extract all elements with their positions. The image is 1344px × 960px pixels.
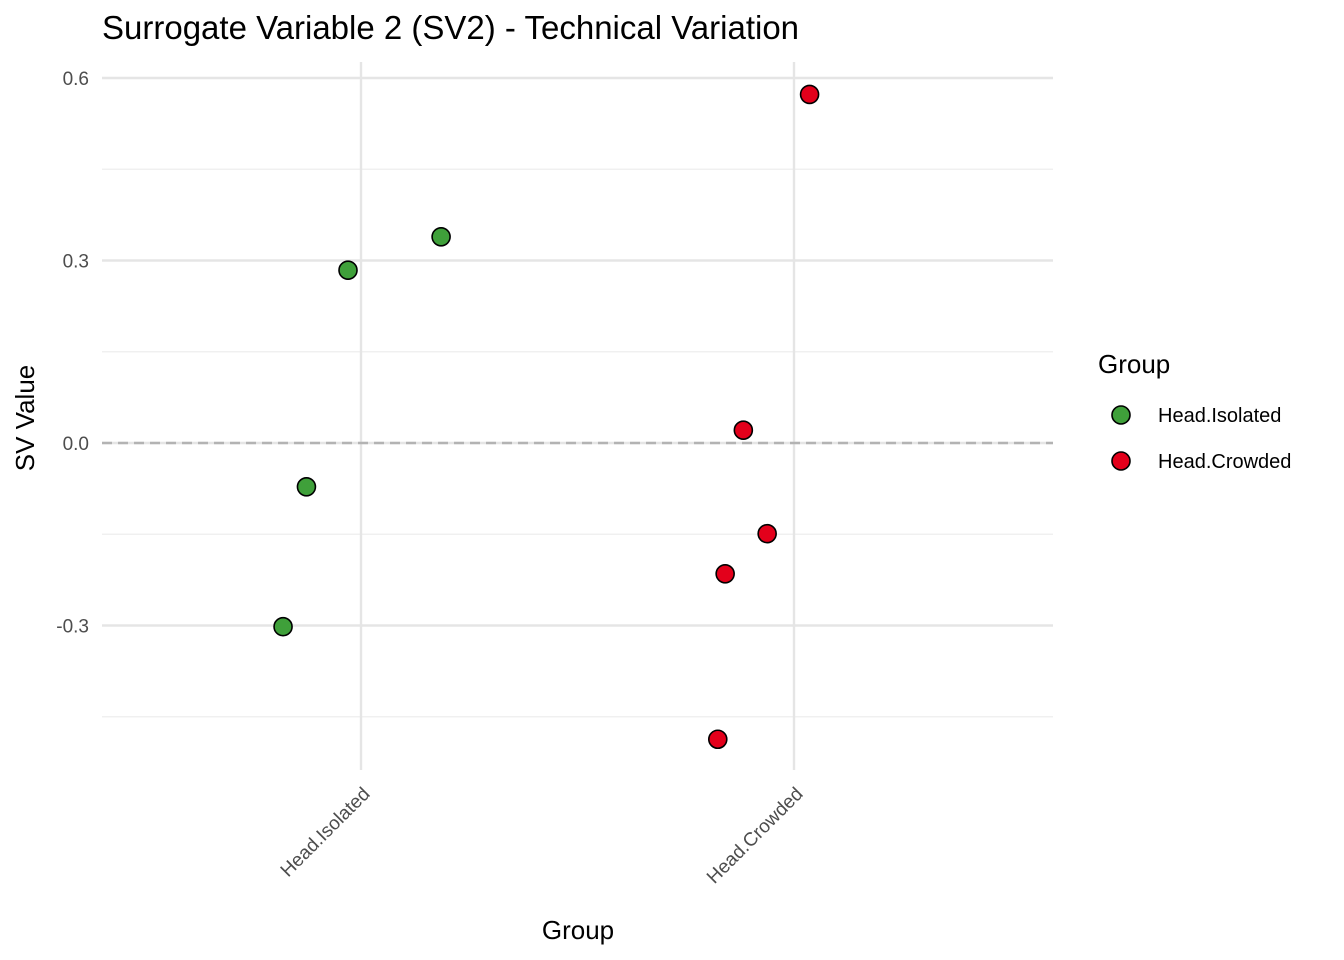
x-axis-ticks: Head.Isolated Head.Crowded [277, 784, 808, 888]
legend-key-marker [1111, 451, 1131, 471]
data-point-head-crowded [733, 420, 754, 441]
y-axis-ticks: -0.3 0.0 0.3 0.6 [56, 69, 89, 638]
legend-entry-label: Head.Crowded [1158, 451, 1291, 473]
legend-entry-label: Head.Isolated [1158, 405, 1281, 427]
data-point-head-isolated [338, 260, 358, 281]
data-points [273, 84, 820, 750]
data-point-head-crowded [799, 84, 820, 105]
legend-key-marker [1111, 405, 1131, 425]
y-tick-label: -0.3 [56, 617, 89, 638]
data-point-head-isolated [296, 476, 317, 497]
x-tick-label: Head.Crowded [703, 784, 807, 888]
legend-title: Group [1098, 349, 1170, 379]
data-point-head-crowded [707, 729, 728, 750]
data-point-head-crowded [715, 563, 735, 584]
data-point-head-crowded [757, 523, 777, 544]
grid-lines [102, 62, 1053, 770]
legend: Group Head.Isolated Head.Crowded [1098, 349, 1291, 473]
data-point-head-isolated [273, 616, 293, 637]
chart-title: Surrogate Variable 2 (SV2) - Technical V… [102, 9, 799, 46]
y-tick-label: 0.0 [63, 434, 89, 455]
x-axis-title: Group [542, 915, 614, 945]
y-tick-label: 0.3 [63, 252, 89, 273]
y-tick-label: 0.6 [63, 69, 89, 90]
data-point-head-isolated [431, 226, 451, 247]
x-tick-label: Head.Isolated [277, 784, 375, 882]
y-axis-title: SV Value [10, 365, 40, 471]
